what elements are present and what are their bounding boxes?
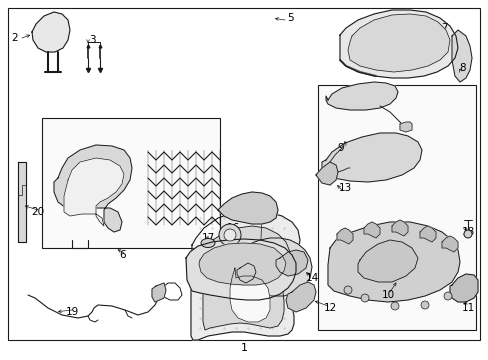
Bar: [317, 85, 475, 330]
Bar: [42, 118, 220, 248]
Polygon shape: [185, 239, 295, 300]
Text: 8: 8: [459, 63, 466, 73]
Text: 19: 19: [65, 307, 79, 317]
Circle shape: [443, 292, 451, 300]
Polygon shape: [441, 236, 457, 252]
Polygon shape: [237, 263, 256, 283]
Text: 9: 9: [337, 143, 344, 153]
Polygon shape: [357, 240, 417, 282]
Polygon shape: [336, 228, 352, 244]
Polygon shape: [285, 282, 315, 312]
Circle shape: [390, 302, 398, 310]
Polygon shape: [419, 226, 435, 242]
Circle shape: [420, 301, 428, 309]
Text: 13: 13: [338, 183, 351, 193]
Circle shape: [224, 229, 236, 241]
Polygon shape: [451, 30, 471, 82]
Text: 1: 1: [240, 343, 247, 353]
Text: 10: 10: [381, 290, 394, 300]
Polygon shape: [339, 10, 457, 78]
Circle shape: [219, 224, 241, 246]
Polygon shape: [325, 82, 397, 110]
Polygon shape: [242, 238, 311, 296]
Polygon shape: [363, 222, 379, 238]
Polygon shape: [64, 158, 124, 226]
Text: 6: 6: [120, 250, 126, 260]
Polygon shape: [152, 283, 165, 302]
Text: 20: 20: [31, 207, 44, 217]
Polygon shape: [54, 145, 132, 232]
Polygon shape: [315, 162, 337, 185]
Polygon shape: [327, 222, 459, 302]
Polygon shape: [399, 122, 411, 132]
Circle shape: [463, 230, 471, 238]
Polygon shape: [203, 226, 289, 330]
Text: 2: 2: [12, 33, 18, 43]
Polygon shape: [32, 12, 70, 52]
Text: 4: 4: [258, 213, 265, 223]
Polygon shape: [347, 14, 449, 72]
Polygon shape: [229, 268, 269, 322]
Polygon shape: [391, 220, 407, 236]
Polygon shape: [18, 162, 26, 242]
Polygon shape: [321, 133, 421, 182]
Text: 18: 18: [461, 227, 474, 237]
Text: 12: 12: [323, 303, 336, 313]
Circle shape: [343, 286, 351, 294]
Circle shape: [360, 294, 368, 302]
Polygon shape: [218, 192, 278, 224]
Text: 7: 7: [440, 23, 447, 33]
Text: 14: 14: [305, 273, 318, 283]
Polygon shape: [449, 274, 477, 302]
Polygon shape: [191, 210, 299, 340]
Text: 17: 17: [201, 233, 214, 243]
Polygon shape: [199, 243, 285, 285]
Text: 5: 5: [286, 13, 293, 23]
Text: 3: 3: [88, 35, 95, 45]
Text: 15: 15: [248, 273, 261, 283]
Text: 16: 16: [226, 223, 239, 233]
Text: 11: 11: [461, 303, 474, 313]
Polygon shape: [275, 250, 307, 276]
Ellipse shape: [201, 239, 215, 248]
